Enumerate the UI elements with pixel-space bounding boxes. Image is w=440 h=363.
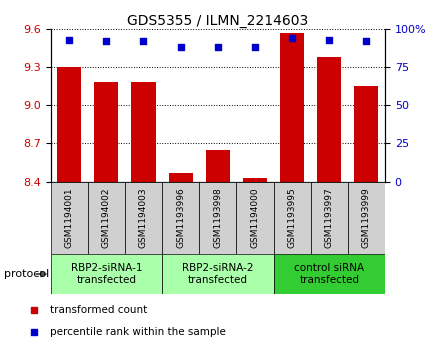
Text: GSM1193998: GSM1193998 xyxy=(213,187,222,248)
Text: control siRNA
transfected: control siRNA transfected xyxy=(294,263,364,285)
Bar xyxy=(162,182,199,254)
Bar xyxy=(206,150,230,182)
Point xyxy=(30,329,37,335)
Point xyxy=(289,35,296,41)
Bar xyxy=(274,254,385,294)
Bar xyxy=(317,57,341,182)
Bar xyxy=(280,33,304,182)
Point xyxy=(251,44,258,50)
Bar xyxy=(236,182,274,254)
Text: GSM1193995: GSM1193995 xyxy=(288,187,297,248)
Bar xyxy=(199,182,236,254)
Point xyxy=(363,38,370,44)
Text: GSM1193996: GSM1193996 xyxy=(176,187,185,248)
Point xyxy=(103,38,110,44)
Text: GSM1194002: GSM1194002 xyxy=(102,188,111,248)
Point xyxy=(326,37,333,42)
Title: GDS5355 / ILMN_2214603: GDS5355 / ILMN_2214603 xyxy=(127,14,308,28)
Text: RBP2-siRNA-1
transfected: RBP2-siRNA-1 transfected xyxy=(70,263,142,285)
Bar xyxy=(88,182,125,254)
Bar xyxy=(348,182,385,254)
Point xyxy=(140,38,147,44)
Bar xyxy=(57,67,81,182)
Bar xyxy=(51,254,162,294)
Text: GSM1194000: GSM1194000 xyxy=(250,187,260,248)
Point xyxy=(177,44,184,50)
Text: protocol: protocol xyxy=(4,269,50,279)
Text: GSM1194003: GSM1194003 xyxy=(139,187,148,248)
Bar xyxy=(94,82,118,182)
Bar xyxy=(274,182,311,254)
Text: GSM1193997: GSM1193997 xyxy=(325,187,334,248)
Text: GSM1193999: GSM1193999 xyxy=(362,187,371,248)
Bar xyxy=(162,254,274,294)
Point xyxy=(30,307,37,313)
Bar xyxy=(125,182,162,254)
Text: percentile rank within the sample: percentile rank within the sample xyxy=(50,327,226,337)
Text: RBP2-siRNA-2
transfected: RBP2-siRNA-2 transfected xyxy=(182,263,253,285)
Point xyxy=(214,44,221,50)
Bar xyxy=(243,178,267,182)
Text: GSM1194001: GSM1194001 xyxy=(65,187,73,248)
Bar xyxy=(311,182,348,254)
Text: transformed count: transformed count xyxy=(50,305,147,315)
Bar xyxy=(354,86,378,182)
Bar xyxy=(132,82,156,182)
Bar xyxy=(51,182,88,254)
Point xyxy=(66,37,73,42)
Bar xyxy=(169,172,193,182)
